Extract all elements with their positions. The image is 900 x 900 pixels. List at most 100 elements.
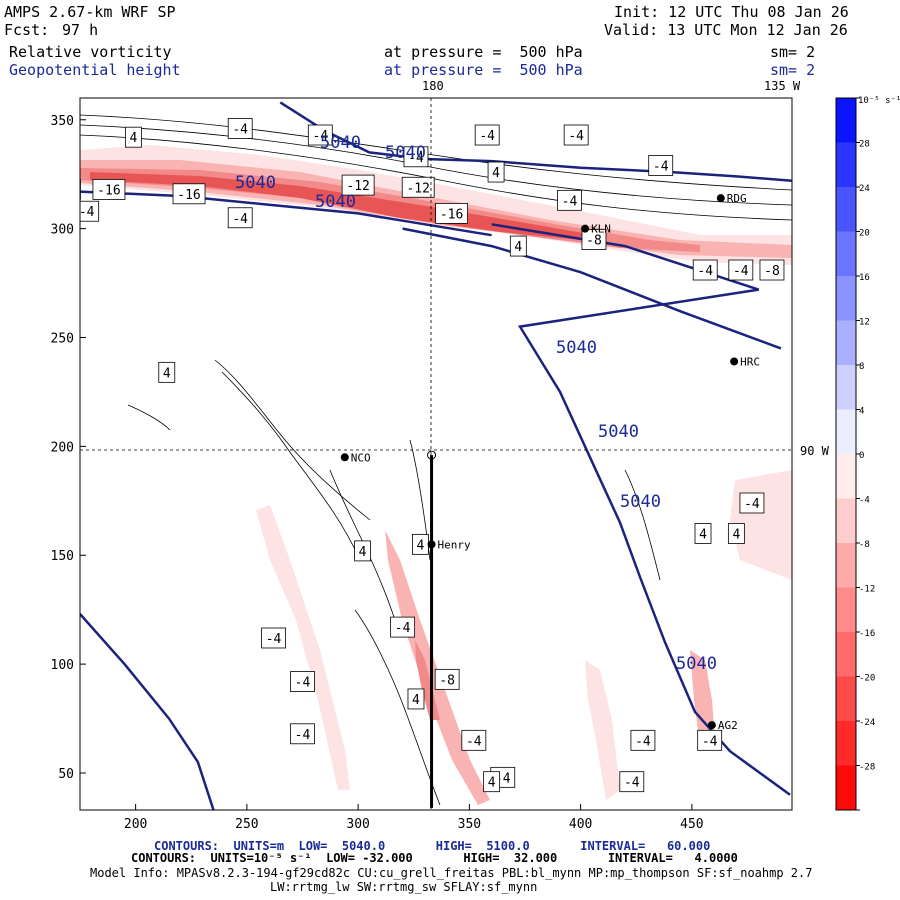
vort-label-10: -12 [406,181,429,196]
y-tick-label-1: 100 [51,658,74,673]
station-label-1: KLN [591,223,611,236]
vort-label-box-1 [307,124,333,146]
colorbar-swatch-1 [836,142,856,187]
colorbar-label-3: 20 [859,229,870,239]
vort-label-box-8 [648,155,674,176]
vort-label-box-9 [341,174,375,196]
cross-section-end [427,450,437,460]
colorbar: 28 24 20 16 12 8 4 0 -4 -8 -12 -16 -20 -24 -28 [835,97,875,811]
vort-label-box-11 [80,179,81,200]
x-tick-label-3: 350 [458,817,481,832]
vort-label-13: -16 [177,188,200,203]
vort-label-box-32 [407,688,425,710]
vort-label-box-13 [172,183,206,205]
plot-frame [79,97,793,811]
colorbar-unit: 10⁻⁵ s⁻¹ [858,96,900,106]
vort-label-1: -4 [312,129,328,144]
vort-label-8: -4 [653,159,669,174]
colorbar-label-7: 4 [859,407,864,417]
vort-label-35: -4 [702,734,718,749]
height-contour-info: CONTOURS: UNITS=m LOW= 5040.0 HIGH= 5100… [154,839,711,853]
vort-label-9: -12 [346,179,369,194]
colorbar-label-15: -28 [859,763,875,773]
height-contours [80,101,792,810]
height-line-1 [80,190,492,237]
vort-label-16: -4 [562,194,578,209]
vort-label-box-3 [403,146,429,168]
field2-pressure: at pressure = 500 hPa [384,61,583,79]
x-tick-label-5: 450 [680,817,703,832]
y-tick-label-5: 300 [51,223,74,238]
vort-label-17: -16 [440,207,463,222]
x-tick-label-2: 300 [346,817,369,832]
vort-label-14: -4 [79,205,95,220]
station-dot-5 [707,721,716,730]
model-title: AMPS 2.67-km WRF SP [4,3,176,21]
height-line-4 [80,613,215,810]
vort-label-box-19 [581,229,607,250]
vort-label-box-10 [401,176,435,198]
colorbar-swatch-12 [836,632,856,677]
vort-label-32: 4 [412,693,420,708]
height-label-5: 5040 [598,422,639,442]
vort-label-38: -4 [624,776,640,791]
height-label-6: 5040 [620,492,661,512]
lon-90w-label: 90 W [800,444,830,458]
vort-label-box-15 [227,207,253,229]
vort-label-box-14 [80,200,100,222]
colorbar-label-6: 8 [859,362,864,372]
vort-label-box-0 [227,118,253,139]
vort-label-box-7 [487,161,505,183]
station-label-0: RDG [727,192,747,205]
height-label-4: 5040 [556,338,597,358]
vort-label-15: -4 [232,212,248,227]
colorbar-swatch-0 [836,98,856,143]
vort-label-3: -4 [408,151,424,166]
colorbar-swatch-4 [836,276,856,321]
colorbar-swatch-15 [836,765,856,810]
colorbar-label-12: -16 [859,629,875,639]
station-dot-3 [340,453,349,462]
lon-180-label: 180 [422,79,444,93]
axes: 200 250 300 350 400 450 50 100 150 200 250 300 350 [51,114,704,832]
vort-label-box-36 [630,729,656,751]
vort-label-box-27 [727,523,745,544]
vort-label-box-20 [692,259,718,281]
vort-label-24: 4 [359,545,367,560]
x-tick-label-1: 250 [235,817,258,832]
vort-label-29: -4 [266,632,282,647]
vort-label-21: -4 [733,264,749,279]
vort-label-box-29 [261,627,286,649]
vort-label-box-24 [354,540,371,562]
colorbar-swatch-7 [836,409,856,454]
vort-label-box-17 [435,203,468,224]
vort-label-box-38 [619,771,645,793]
field2-name: Geopotential height [9,61,181,79]
station-label-4: Henry [438,538,471,551]
vort-label-36: -4 [635,734,651,749]
colorbar-swatch-2 [836,187,856,232]
colorbar-label-11: -12 [859,585,875,595]
field1-pressure: at pressure = 500 hPa [384,43,583,61]
x-tick-label-0: 200 [124,817,147,832]
vort-label-18: 4 [514,240,522,255]
vort-label-25: 4 [417,538,425,553]
station-dot-2 [730,357,739,366]
vort-label-22: -8 [764,264,780,279]
station-dot-4 [427,540,436,549]
forecast-label: Fcst: [4,21,50,39]
colorbar-swatch-3 [836,231,856,276]
field1-smoothing: sm= 2 [770,43,816,61]
lon-135w-label: 135 W [764,79,801,93]
colorbar-swatch-9 [836,498,856,543]
colorbar-label-13: -20 [859,674,875,684]
vort-label-box-18 [509,235,527,257]
colorbar-swatch-13 [836,676,856,721]
x-tick-label-4: 400 [569,817,592,832]
vort-label-12: -16 [97,183,120,198]
vort-label-26: 4 [699,527,707,542]
colorbar-label-10: -8 [859,540,870,550]
colorbar-swatch-14 [836,721,856,766]
vort-label-box-31 [290,671,315,692]
vort-label-6: -8 [5,162,21,177]
